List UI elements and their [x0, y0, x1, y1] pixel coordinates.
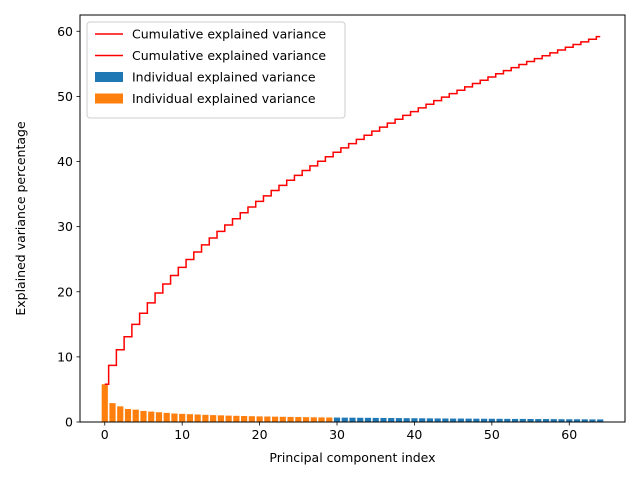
- bar-series-1-component-5: [140, 410, 147, 422]
- legend-swatch-bar-3: [95, 93, 123, 104]
- x-tick-label-30: 30: [329, 427, 345, 442]
- bar-series-0-component-34: [364, 417, 372, 422]
- bar-series-1-component-6: [148, 411, 155, 422]
- bar-series-0-component-52: [504, 418, 511, 422]
- bar-series-1-component-19: [248, 416, 255, 422]
- bar-series-0-component-64: [597, 419, 604, 422]
- bar-series-1-component-12: [194, 414, 201, 422]
- cumulative-step-line-0: [104, 35, 601, 385]
- y-tick-label-10: 10: [57, 349, 73, 364]
- bar-series-1-component-14: [210, 415, 217, 422]
- bar-series-0-component-33: [357, 417, 364, 422]
- ticks-layer: 0 10 20 30 40 50 60 0 10 20 30 40 50 60: [57, 24, 577, 442]
- bar-series-0-component-38: [395, 418, 403, 422]
- bar-series-1-component-7: [155, 412, 163, 422]
- legend-label-3: Individual explained variance: [132, 91, 316, 106]
- bar-series-1-component-3: [124, 408, 132, 422]
- x-tick-label-0: 0: [101, 427, 109, 442]
- bar-series-0-component-53: [511, 418, 519, 422]
- bar-series-1-component-29: [326, 417, 333, 422]
- bar-series-1-component-1: [109, 403, 116, 422]
- x-axis-label: Principal component index: [269, 450, 435, 465]
- bar-series-1-component-25: [295, 417, 302, 422]
- legend-label-2: Individual explained variance: [132, 70, 316, 85]
- bar-series-0-component-50: [488, 418, 495, 422]
- bar-series-1-component-23: [279, 416, 286, 422]
- bar-series-0-component-56: [535, 419, 542, 422]
- legend: Cumulative explained variance Cumulative …: [86, 21, 346, 119]
- bar-series-1-component-13: [202, 414, 209, 422]
- bar-series-0-component-51: [496, 418, 503, 422]
- bar-series-0-component-36: [380, 417, 387, 422]
- bar-series-1-component-0: [101, 384, 108, 422]
- bar-series-1-component-20: [256, 416, 263, 422]
- bar-series-1-component-8: [163, 412, 170, 422]
- bar-series-1-component-22: [271, 416, 279, 422]
- bar-series-0-component-30: [333, 417, 341, 422]
- bar-series-0-component-32: [349, 417, 356, 422]
- bar-series-0-component-42: [426, 418, 434, 422]
- plot-frame: [79, 14, 626, 423]
- bar-series-0-component-40: [411, 418, 418, 422]
- bar-series-0-component-45: [450, 418, 457, 422]
- bar-series-1-component-2: [117, 406, 124, 422]
- x-tick-label-50: 50: [484, 427, 500, 442]
- bar-series-0-component-48: [473, 418, 480, 422]
- bar-series-0-component-46: [457, 418, 464, 422]
- bar-series-0-component-58: [550, 419, 557, 422]
- legend-label-0: Cumulative explained variance: [132, 27, 326, 42]
- y-axis-label: Explained variance percentage: [13, 121, 28, 316]
- bar-series-1-component-28: [318, 417, 325, 422]
- x-tick-label-60: 60: [561, 427, 577, 442]
- y-tick-label-30: 30: [57, 219, 73, 234]
- bar-series-0-component-39: [403, 418, 410, 422]
- bar-series-1-component-16: [225, 415, 232, 422]
- bar-series-0-component-55: [527, 419, 534, 422]
- bar-series-0-component-62: [581, 419, 588, 422]
- y-tick-label-60: 60: [57, 24, 73, 39]
- bar-series-1-component-24: [287, 416, 294, 422]
- bar-series-1-component-4: [132, 409, 139, 422]
- bar-series-1-component-10: [179, 413, 186, 422]
- legend-frame: [86, 21, 346, 119]
- bar-series-1-component-11: [186, 414, 194, 422]
- bar-series-0-component-37: [388, 418, 395, 422]
- y-tick-label-40: 40: [57, 154, 73, 169]
- bar-series-0-component-57: [542, 419, 550, 422]
- y-tick-label-50: 50: [57, 89, 73, 104]
- x-tick-label-20: 20: [252, 427, 268, 442]
- bar-series-1-component-18: [241, 416, 248, 422]
- bar-series-0-component-35: [372, 417, 379, 422]
- bar-series-0-component-44: [442, 418, 449, 422]
- x-tick-label-40: 40: [406, 427, 422, 442]
- bar-series-0-component-60: [566, 419, 573, 422]
- bar-series-1-component-9: [171, 413, 178, 422]
- bar-series-0-component-61: [573, 419, 581, 422]
- bar-series-0-component-43: [434, 418, 441, 422]
- bar-series-0-component-47: [465, 418, 472, 422]
- legend-label-1: Cumulative explained variance: [132, 48, 326, 63]
- y-tick-label-0: 0: [65, 415, 73, 430]
- bar-series-0-component-49: [481, 418, 488, 422]
- y-tick-label-20: 20: [57, 284, 73, 299]
- bar-series-1-component-15: [217, 415, 224, 422]
- bar-series-0-component-59: [558, 419, 565, 422]
- bar-series-0-component-41: [419, 418, 426, 422]
- bar-series-1-component-26: [302, 417, 310, 422]
- bar-series-0-component-54: [519, 418, 526, 422]
- bars-layer: [101, 384, 604, 422]
- bar-series-0-component-63: [589, 419, 596, 422]
- bar-series-1-component-17: [233, 415, 240, 422]
- x-tick-label-10: 10: [174, 427, 190, 442]
- lines-layer: [104, 35, 601, 385]
- bar-series-0-component-31: [341, 417, 348, 422]
- legend-swatch-bar-2: [95, 72, 123, 82]
- bar-series-1-component-21: [264, 416, 271, 422]
- bar-series-1-component-27: [310, 417, 317, 422]
